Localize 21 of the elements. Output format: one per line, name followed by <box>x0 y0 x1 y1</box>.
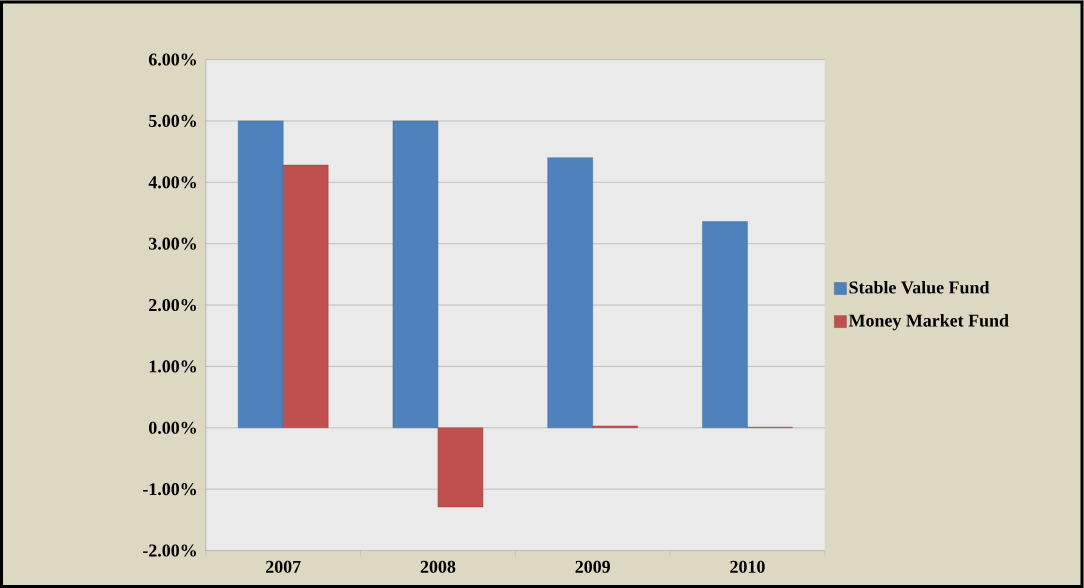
legend-label: Stable Value Fund <box>849 280 990 294</box>
x-tick-label: 2009 <box>575 560 610 573</box>
legend-label: Money Market Fund <box>848 314 1009 331</box>
bar <box>392 120 439 428</box>
bar <box>283 164 329 428</box>
y-tick-label: -1.00% <box>143 483 196 496</box>
x-tick-label: 2008 <box>420 560 456 573</box>
x-tick-label: 2007 <box>266 560 301 573</box>
y-tick-label: 2.00% <box>149 298 196 312</box>
bar <box>547 157 593 428</box>
x-tick-label: 2010 <box>730 560 765 573</box>
y-tick-label: 3.00% <box>149 237 196 250</box>
y-tick-label: 1.00% <box>149 360 196 373</box>
bar <box>437 427 484 508</box>
y-tick-label: 4.00% <box>148 176 196 189</box>
y-tick-label: 6.00% <box>148 53 196 66</box>
bar <box>238 120 284 428</box>
bar <box>702 221 748 428</box>
y-tick-label: -2.00% <box>143 544 196 557</box>
y-tick-label: 5.00% <box>149 114 196 128</box>
y-tick-label: 0.00% <box>149 421 196 434</box>
